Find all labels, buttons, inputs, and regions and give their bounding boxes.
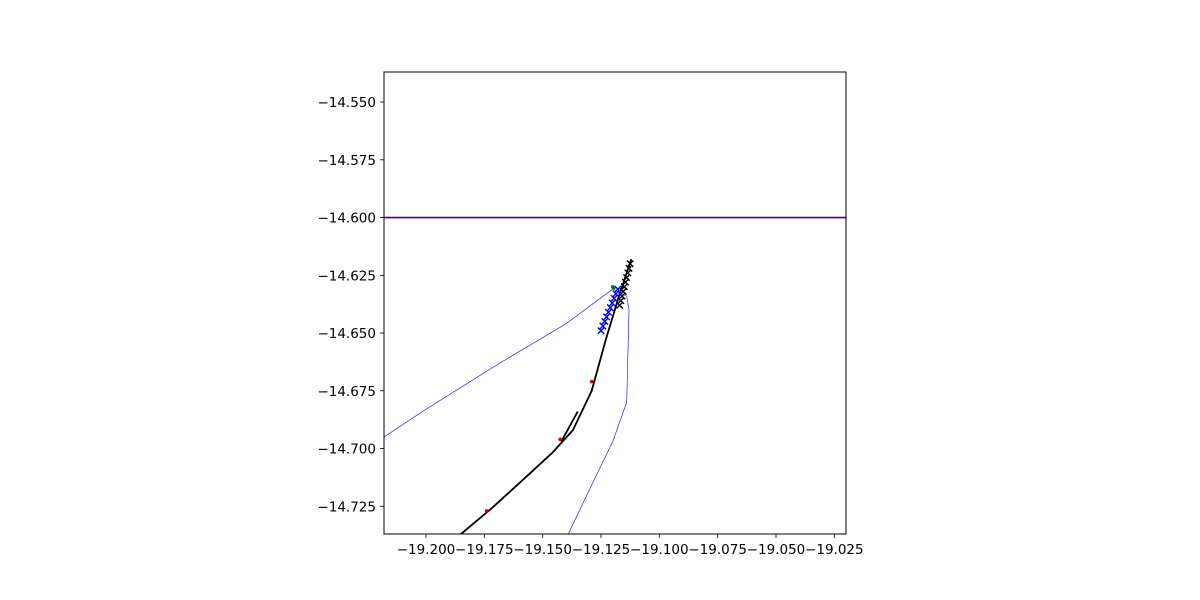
- point-marker: [589, 379, 594, 384]
- y-tick-label: −14.725: [317, 499, 376, 515]
- x-tick-label: −19.075: [688, 542, 747, 558]
- x-tick-label: −19.200: [397, 542, 456, 558]
- series-line-1: [384, 288, 630, 534]
- x-marker: [601, 317, 609, 326]
- x-tick-label: −19.150: [513, 542, 572, 558]
- point-marker: [612, 286, 616, 290]
- x-marker: [602, 313, 611, 321]
- plot-series-layer: [384, 216, 846, 534]
- x-marker: [608, 299, 616, 307]
- x-tick-label: −19.050: [747, 542, 806, 558]
- x-tick-label: −19.100: [630, 542, 689, 558]
- x-marker: [597, 327, 605, 335]
- x-tick-label: −19.175: [455, 542, 514, 558]
- point-marker: [484, 509, 489, 513]
- y-tick-label: −14.675: [317, 384, 376, 400]
- axes-frame: [383, 71, 847, 535]
- y-tick-label: −14.700: [317, 442, 376, 458]
- series-line-2: [460, 258, 633, 534]
- y-tick-label: −14.550: [317, 95, 376, 111]
- x-marker: [606, 303, 615, 312]
- x-marker: [612, 290, 620, 298]
- y-tick-label: −14.575: [317, 153, 376, 169]
- x-marker: [614, 285, 622, 293]
- y-tick-label: −14.625: [317, 268, 376, 284]
- y-axis-ticks: −14.550 −14.575 −14.600 −14.625 −14.650 −14.6…: [317, 95, 384, 515]
- x-marker: [615, 301, 624, 310]
- x-tick-label: −19.125: [572, 542, 631, 558]
- series-line-3: [560, 411, 579, 443]
- y-tick-label: −14.600: [317, 211, 376, 227]
- x-marker: [610, 294, 618, 303]
- x-marker: [599, 322, 607, 330]
- y-tick-label: −14.650: [317, 326, 376, 342]
- x-marker: [604, 308, 613, 316]
- x-tick-label: −19.025: [805, 542, 864, 558]
- point-marker: [558, 437, 562, 442]
- x-axis-ticks: −19.200 −19.175 −19.150 −19.125 −19.100 −19.0…: [397, 534, 864, 558]
